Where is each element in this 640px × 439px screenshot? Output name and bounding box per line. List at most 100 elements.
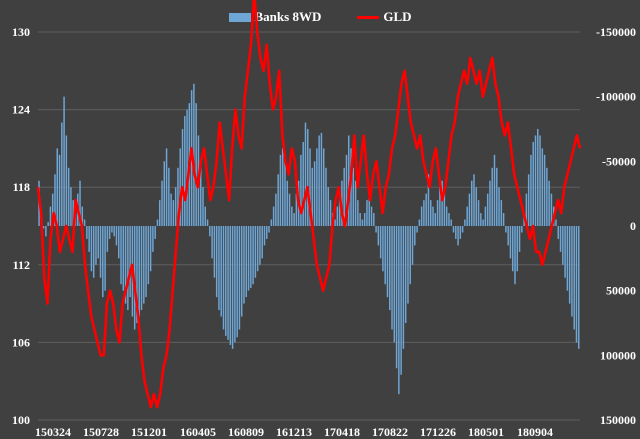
bar — [316, 148, 318, 226]
bar — [539, 135, 541, 226]
bar — [184, 116, 186, 226]
bar — [418, 219, 421, 226]
bar — [225, 226, 227, 336]
bar — [281, 148, 284, 226]
bar — [507, 226, 509, 246]
bar — [345, 154, 348, 226]
bar — [240, 226, 243, 317]
bar — [448, 213, 450, 226]
bar — [334, 219, 336, 226]
bar — [498, 187, 500, 226]
bar — [88, 226, 90, 252]
bar — [329, 200, 332, 226]
bar — [245, 226, 248, 298]
bar — [49, 206, 52, 226]
y-left-tick-label: 130 — [12, 25, 30, 39]
bar — [234, 226, 236, 343]
y-right-tick-label: -150000 — [596, 25, 636, 39]
bar — [445, 206, 448, 226]
bar — [313, 161, 316, 226]
bar — [106, 226, 109, 252]
bar — [464, 219, 466, 226]
bar — [158, 200, 161, 226]
bar — [509, 226, 512, 259]
bar — [193, 83, 195, 226]
bar — [427, 174, 430, 226]
bar — [566, 226, 569, 291]
bar — [557, 226, 560, 239]
y-left-tick-label: 106 — [12, 335, 30, 349]
bar — [181, 129, 184, 226]
bar — [152, 226, 154, 252]
bar — [145, 226, 147, 298]
bar — [90, 226, 93, 272]
bar — [111, 226, 113, 233]
bar — [320, 132, 323, 226]
bar — [436, 200, 439, 226]
bar — [370, 206, 373, 226]
bar — [382, 226, 384, 272]
bar — [322, 148, 325, 226]
bar — [61, 122, 63, 226]
y-right-tick-label: -50000 — [602, 154, 636, 168]
bar — [543, 154, 546, 226]
bar — [407, 226, 409, 304]
bar — [518, 226, 521, 252]
bar — [47, 222, 49, 226]
bar — [368, 193, 370, 226]
bar — [104, 226, 106, 291]
bar — [425, 193, 427, 226]
bar — [227, 226, 229, 340]
bar — [79, 180, 81, 226]
y-right-tick-label: 150000 — [600, 413, 636, 427]
bar — [496, 167, 498, 226]
bar — [354, 180, 357, 226]
bar — [555, 219, 557, 226]
legend-label-gld: GLD — [383, 9, 412, 24]
bar — [500, 200, 503, 226]
bar — [482, 219, 484, 226]
bar — [489, 180, 491, 226]
bar — [338, 193, 341, 226]
x-tick-label: 180501 — [468, 425, 504, 439]
bar — [236, 226, 238, 338]
bar — [502, 213, 505, 226]
bar — [571, 226, 573, 317]
bar — [327, 187, 329, 226]
bar — [439, 187, 441, 226]
bar — [65, 135, 68, 226]
bar — [575, 226, 578, 343]
gld-line — [36, 0, 582, 409]
bar — [373, 213, 375, 226]
bar — [420, 206, 423, 226]
bar — [72, 200, 74, 226]
bar — [395, 226, 398, 369]
bar — [477, 200, 480, 226]
bar — [272, 206, 275, 226]
bar — [165, 148, 168, 226]
bar — [247, 226, 250, 291]
bar — [466, 206, 468, 226]
bar — [256, 226, 259, 272]
legend-item-gld: GLD — [357, 9, 412, 25]
y-left-tick-label: 112 — [13, 258, 30, 272]
legend-item-banks: Banks 8WD — [228, 9, 321, 25]
bar — [486, 193, 489, 226]
bar — [573, 226, 575, 330]
bar — [124, 226, 127, 304]
bar — [443, 193, 446, 226]
bar — [263, 226, 266, 246]
bar — [202, 187, 204, 226]
bar — [168, 167, 170, 226]
bar — [578, 226, 580, 349]
bar — [118, 226, 120, 259]
bar — [95, 226, 97, 265]
bar — [295, 193, 298, 226]
bar — [177, 167, 179, 226]
bar — [213, 226, 216, 278]
bar — [311, 167, 314, 226]
bar — [277, 174, 279, 226]
bar — [254, 226, 257, 278]
bar — [291, 206, 293, 226]
bar — [81, 206, 84, 226]
